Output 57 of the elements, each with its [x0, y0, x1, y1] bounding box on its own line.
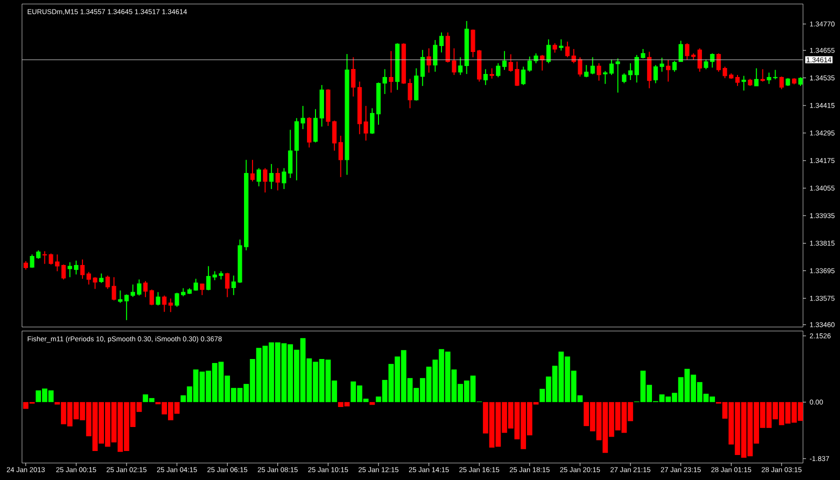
candlestick — [174, 292, 180, 308]
candlestick — [672, 60, 677, 72]
candlestick — [269, 164, 274, 190]
candlestick — [521, 66, 526, 86]
candlestick — [590, 56, 595, 75]
candlestick — [742, 75, 746, 92]
candlestick — [200, 283, 204, 296]
candlestick — [420, 49, 425, 86]
candlestick — [578, 56, 582, 78]
candlestick — [80, 259, 85, 280]
candlestick — [596, 62, 602, 82]
candlestick — [678, 40, 684, 62]
candlestick — [565, 41, 570, 58]
candlestick — [74, 260, 78, 275]
candlestick — [262, 168, 268, 193]
candlestick — [206, 266, 211, 291]
candlestick — [584, 64, 589, 78]
candlestick — [250, 159, 255, 182]
candlestick — [666, 60, 670, 82]
candlestick — [540, 54, 544, 72]
candlestick — [351, 56, 356, 98]
candlestick — [514, 61, 520, 86]
candlestick — [603, 70, 608, 84]
candlestick — [760, 68, 765, 82]
candlestick — [452, 48, 456, 76]
candlestick — [276, 168, 280, 191]
candlestick — [168, 298, 173, 313]
candlestick — [426, 48, 432, 74]
candlestick — [647, 51, 652, 89]
candlestick — [150, 289, 154, 306]
candlestick — [99, 273, 104, 284]
candlestick — [483, 68, 488, 86]
bar — [370, 402, 375, 405]
candlestick — [572, 48, 576, 64]
candlestick — [92, 276, 98, 290]
candlestick — [754, 68, 759, 86]
candlestick — [143, 280, 148, 298]
candlestick — [162, 295, 167, 312]
candlestick — [118, 290, 122, 304]
candlestick — [558, 38, 564, 52]
candlestick — [779, 76, 784, 90]
candlestick — [68, 262, 72, 278]
candlestick — [458, 56, 463, 76]
candlestick — [470, 28, 476, 58]
candlestick — [698, 48, 702, 72]
candlestick — [86, 271, 91, 286]
candlestick — [388, 50, 394, 94]
candlestick — [136, 278, 142, 296]
candlestick — [552, 42, 558, 54]
candlestick — [508, 54, 513, 72]
candlestick — [156, 292, 160, 306]
candlestick — [256, 168, 262, 187]
candlestick — [225, 272, 230, 298]
candlestick — [338, 135, 343, 178]
candlestick — [546, 38, 551, 64]
candlestick — [61, 264, 66, 280]
candlestick — [490, 68, 494, 80]
